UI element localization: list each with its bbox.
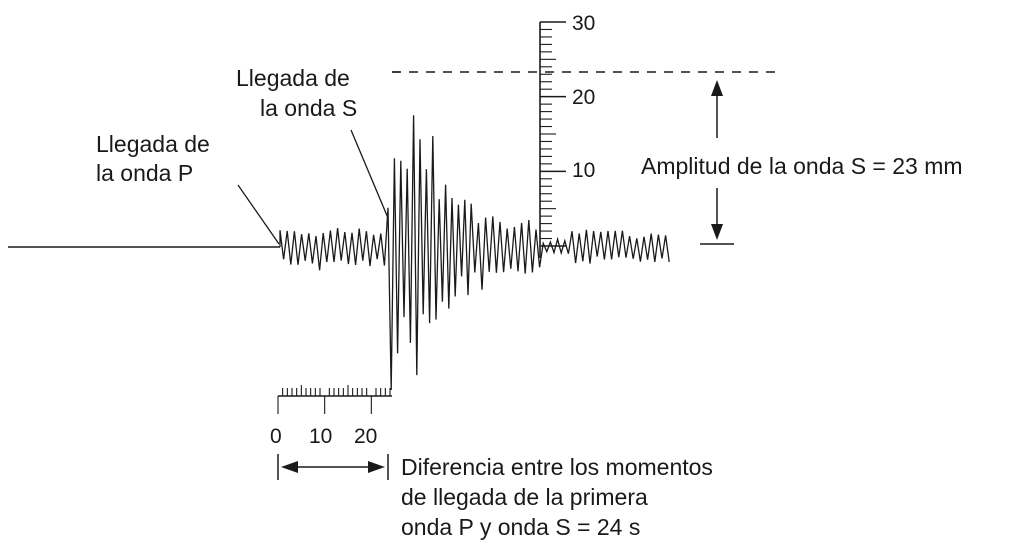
time-difference-arrow [277,454,389,480]
amplitude-tick-label-10: 10 [572,159,595,182]
s-arrival-label-line1: Llegada de [236,65,350,91]
time-scale: 0 10 20 [270,385,392,448]
s-arrival-label-line2: la onda S [260,95,357,121]
amplitude-arrow [700,80,734,245]
time-tick-label-10: 10 [309,425,332,448]
s-arrival-pointer [350,129,389,219]
amplitude-scale: 10 20 30 [539,12,595,258]
time-difference-label-line2: de llegada de la primera [401,484,648,510]
time-tick-label-20: 20 [354,425,377,448]
amplitude-tick-label-20: 20 [572,86,595,109]
p-arrival-pointer [237,184,280,245]
p-arrival-label-line2: la onda P [96,160,193,186]
seismogram-trace [279,115,670,391]
amplitude-tick-label-30: 30 [572,12,595,35]
time-difference-label-line1: Diferencia entre los momentos [401,454,713,480]
amplitude-label: Amplitud de la onda S = 23 mm [641,153,963,179]
time-tick-label-0: 0 [270,425,282,448]
time-difference-label-line3: onda P y onda S = 24 s [401,514,640,540]
p-arrival-label-line1: Llegada de [96,131,210,157]
